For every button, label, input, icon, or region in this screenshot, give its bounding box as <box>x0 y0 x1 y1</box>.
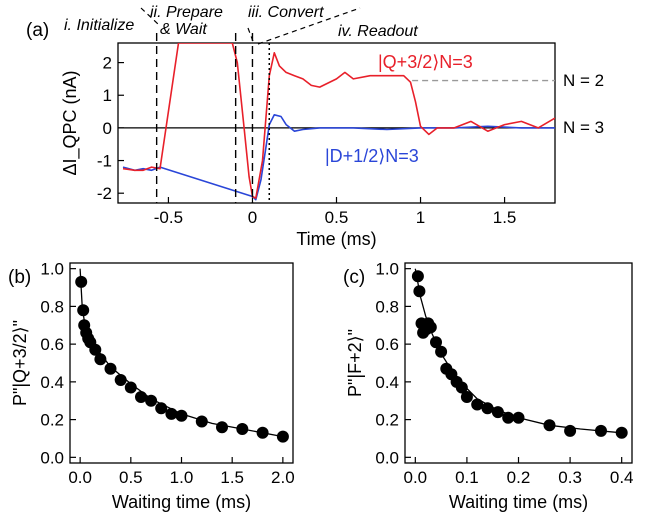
plot-b-data-point <box>114 374 127 386</box>
plot-a-xtick-label: 1.5 <box>493 208 517 227</box>
plot-c: 0.0 0.1 0.2 0.3 0.4 0.0 0.2 0.4 0.6 0.8 1.0 Waiting… <box>345 260 634 512</box>
phase-wait-label: & Wait <box>160 21 207 38</box>
phase-readout-label: iv. Readout <box>338 23 418 40</box>
plot-b-ytick-label: 0.6 <box>40 335 64 354</box>
plot-c-ytick-label: 1.0 <box>375 260 399 279</box>
plot-c-data-point <box>424 321 437 334</box>
plot-b-data-point <box>94 353 107 366</box>
plot-b: 0.0 0.5 1.0 1.5 2.0 0.0 0.2 0.4 0.6 0.8 1.0 Waiting… <box>10 260 295 512</box>
plot-c-data-point <box>471 398 484 411</box>
panel-a-label: (a) <box>26 20 49 41</box>
plot-b-data-point <box>165 407 178 420</box>
panel-b-label: (b) <box>8 267 31 288</box>
legend-red-label: |Q+3/2⟩N=3 <box>378 52 473 72</box>
panel-c-label: (c) <box>343 267 365 288</box>
plot-b-xtick-label: 1.5 <box>220 468 244 487</box>
phase-prepare-label: ii. Prepare <box>150 4 223 21</box>
plot-a-xtick-label: 0 <box>248 208 257 227</box>
plot-c-data-point <box>615 426 628 439</box>
plot-c-data-point <box>543 419 556 432</box>
plot-c-xtick-label: 0.3 <box>558 468 582 487</box>
plot-a-xtick-label: 0.5 <box>325 208 349 227</box>
plot-a-frame <box>117 42 556 204</box>
plot-c-ylabel: P"|F+2⟩" <box>345 329 365 397</box>
plot-c-xlabel: Waiting time (ms) <box>449 492 588 512</box>
phase-readout-leader-line <box>257 7 361 45</box>
plot-b-data-point <box>256 426 269 439</box>
plot-c-ytick-label: 0.0 <box>375 448 399 467</box>
plot-c-ytick-label: 0.6 <box>375 335 399 354</box>
plot-c-data-point <box>411 270 424 283</box>
plot-b-xlabel: Waiting time (ms) <box>112 492 251 512</box>
plot-c-xtick-label: 0.2 <box>507 468 531 487</box>
plot-b-xtick-label: 0.0 <box>68 468 92 487</box>
plot-b-data-point <box>145 394 158 407</box>
plot-c-xtick-label: 0.1 <box>455 468 479 487</box>
plot-a-xtick-label: -0.5 <box>154 208 183 227</box>
phase-prepare-leader-line <box>140 7 159 25</box>
plot-b-data-point <box>236 423 249 435</box>
plot-b-xtick-label: 0.5 <box>119 468 143 487</box>
phase-initialize-label: i. Initialize <box>64 17 134 34</box>
plot-c-data-point <box>491 406 504 419</box>
plot-c-data-point <box>430 336 442 349</box>
state-n2-label: N = 2 <box>563 71 604 90</box>
plot-b-xtick-label: 2.0 <box>271 468 295 487</box>
plot-c-ytick-label: 0.4 <box>375 373 399 392</box>
plot-c-data-point <box>435 345 448 358</box>
plot-b-ytick-label: 0.0 <box>40 448 64 467</box>
plot-c-data-point <box>413 285 426 298</box>
plot-a-ytick-label: -2 <box>97 184 112 203</box>
plot-a-ytick-label: 2 <box>103 54 112 73</box>
plot-c-data-point <box>595 424 607 437</box>
plot-b-data-point <box>75 275 88 288</box>
plot-c-ytick-label: 0.8 <box>375 297 399 316</box>
plot-b-ytick-label: 0.2 <box>40 411 64 430</box>
plot-b-data-point <box>124 381 137 394</box>
plot-c-data-point <box>502 411 515 424</box>
plot-b-data-point <box>216 421 228 434</box>
state-n3-label: N = 3 <box>563 118 604 137</box>
plot-c-data-point <box>564 424 577 437</box>
plot-b-data-point <box>155 402 168 415</box>
plot-c-xtick-label: 0.4 <box>610 468 634 487</box>
plot-c-ytick-label: 0.2 <box>375 411 399 430</box>
plot-b-data-point <box>104 362 117 375</box>
plot-c-data-point <box>512 411 525 424</box>
plot-b-ytick-label: 0.8 <box>40 297 64 316</box>
plot-b-xtick-label: 1.0 <box>170 468 194 487</box>
plot-b-data-point <box>195 415 208 428</box>
plot-b-ytick-label: 0.4 <box>40 373 64 392</box>
legend-blue-label: |D+1/2⟩N=3 <box>325 146 419 166</box>
phase-convert-label: iii. Convert <box>248 4 324 21</box>
plot-b-data-point <box>89 343 102 356</box>
plot-c-data-point <box>481 402 494 415</box>
plot-b-data-point <box>175 409 188 422</box>
plot-b-ylabel: P"|Q+3/2⟩" <box>10 320 30 406</box>
phase-convert-leader-line <box>247 27 255 45</box>
plot-b-ytick-label: 1.0 <box>40 260 64 279</box>
plot-c-xtick-label: 0.0 <box>403 468 427 487</box>
plot-a-xtick-label: 1 <box>416 208 425 227</box>
plot-c-data-point <box>460 391 473 403</box>
plot-a-ytick-label: 1 <box>103 86 112 105</box>
plot-a-ytick-label: 0 <box>103 119 112 138</box>
plot-a-series-red <box>122 43 555 199</box>
plot-b-data-point <box>135 391 147 403</box>
plot-a-data <box>118 43 555 201</box>
plot-b-data-point <box>276 430 289 443</box>
plot-b-data-point <box>77 304 90 317</box>
plot-c-data-point <box>455 381 468 394</box>
plot-a: -0.5 0 0.5 1 1.5 -2 -1 0 1 2 Time (ms) ΔI_QPC (nA) <box>60 33 556 249</box>
plot-a-xlabel: Time (ms) <box>296 229 376 249</box>
plot-a-ytick-label: -1 <box>97 152 112 171</box>
plot-a-ylabel: ΔI_QPC (nA) <box>60 70 81 175</box>
